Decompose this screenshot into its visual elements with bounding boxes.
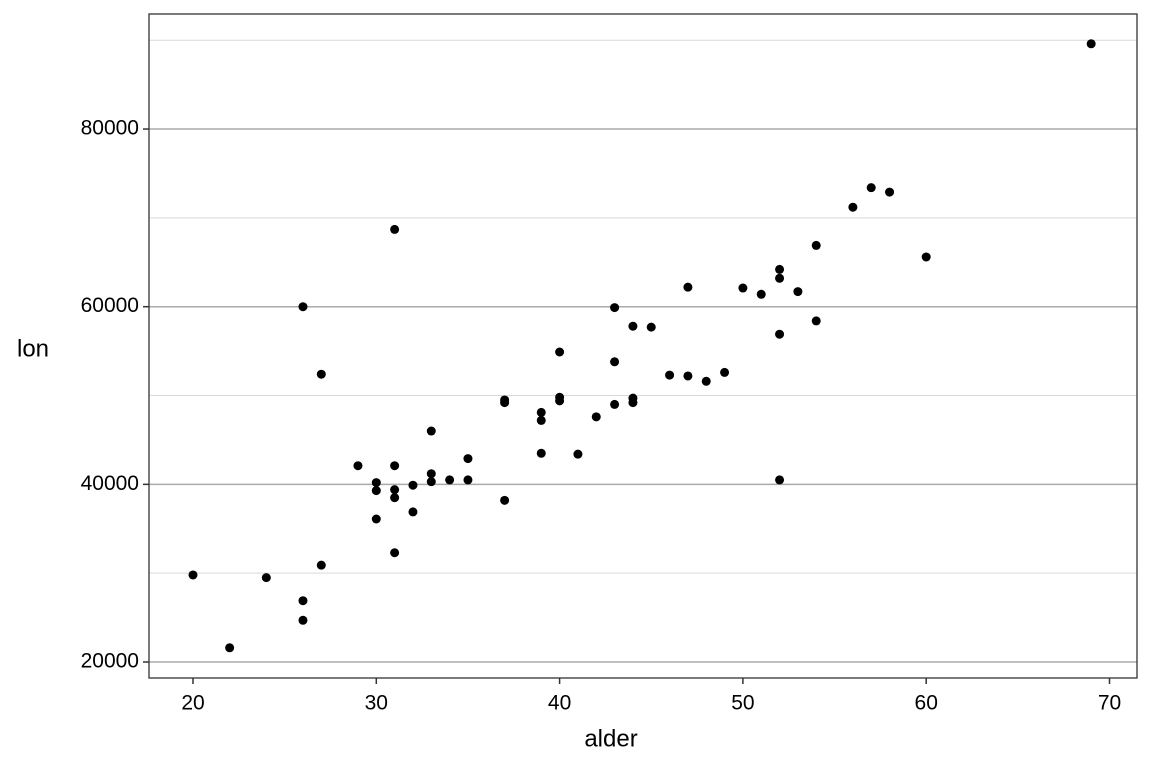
point xyxy=(555,347,565,357)
x-tick-label: 30 xyxy=(365,692,388,715)
point xyxy=(463,475,473,485)
point xyxy=(298,615,308,625)
y-axis-label: lon xyxy=(17,335,49,362)
point xyxy=(316,369,326,379)
point xyxy=(775,273,785,283)
point xyxy=(298,302,308,312)
point xyxy=(353,461,363,471)
point xyxy=(1086,39,1096,49)
point xyxy=(408,507,418,517)
point xyxy=(921,252,931,262)
x-tick-label: 40 xyxy=(548,692,571,715)
point xyxy=(811,240,821,250)
point xyxy=(775,264,785,274)
point xyxy=(555,396,565,406)
point xyxy=(371,514,381,524)
point xyxy=(683,371,693,381)
point xyxy=(408,480,418,490)
point xyxy=(390,548,400,558)
point xyxy=(426,477,436,487)
point xyxy=(188,570,198,580)
plot-border xyxy=(148,13,1138,679)
y-tick-label: 20000 xyxy=(81,650,139,673)
point xyxy=(573,449,583,459)
point xyxy=(848,202,858,212)
point xyxy=(720,367,730,377)
point xyxy=(298,596,308,606)
point xyxy=(390,461,400,471)
point xyxy=(500,495,510,505)
point xyxy=(683,282,693,292)
point xyxy=(445,475,455,485)
point xyxy=(646,322,656,332)
point xyxy=(610,399,620,409)
point xyxy=(500,398,510,408)
point xyxy=(738,283,748,293)
point xyxy=(665,370,675,380)
x-tick-label: 60 xyxy=(915,692,938,715)
point xyxy=(811,316,821,326)
point xyxy=(426,469,436,479)
point xyxy=(775,475,785,485)
point xyxy=(390,493,400,503)
y-tick-label: 40000 xyxy=(81,472,139,495)
point xyxy=(316,560,326,570)
point xyxy=(793,287,803,297)
y-tick-label: 80000 xyxy=(81,117,139,140)
point xyxy=(371,486,381,496)
point xyxy=(426,426,436,436)
point xyxy=(610,357,620,367)
x-tick-label: 70 xyxy=(1098,692,1121,715)
point xyxy=(628,321,638,331)
x-tick-label: 20 xyxy=(181,692,204,715)
point xyxy=(866,183,876,193)
point xyxy=(536,448,546,458)
point xyxy=(225,643,235,653)
point xyxy=(775,329,785,339)
point xyxy=(463,454,473,464)
y-tick-label: 60000 xyxy=(81,294,139,317)
point xyxy=(610,303,620,313)
point xyxy=(261,573,271,583)
point xyxy=(628,398,638,408)
point xyxy=(536,407,546,417)
point xyxy=(885,187,895,197)
point xyxy=(536,415,546,425)
point xyxy=(371,478,381,488)
x-tick-label: 50 xyxy=(731,692,754,715)
point xyxy=(756,289,766,299)
point xyxy=(390,485,400,495)
x-axis-label: alder xyxy=(584,725,637,752)
point xyxy=(591,412,601,422)
point xyxy=(390,224,400,234)
point xyxy=(701,376,711,386)
